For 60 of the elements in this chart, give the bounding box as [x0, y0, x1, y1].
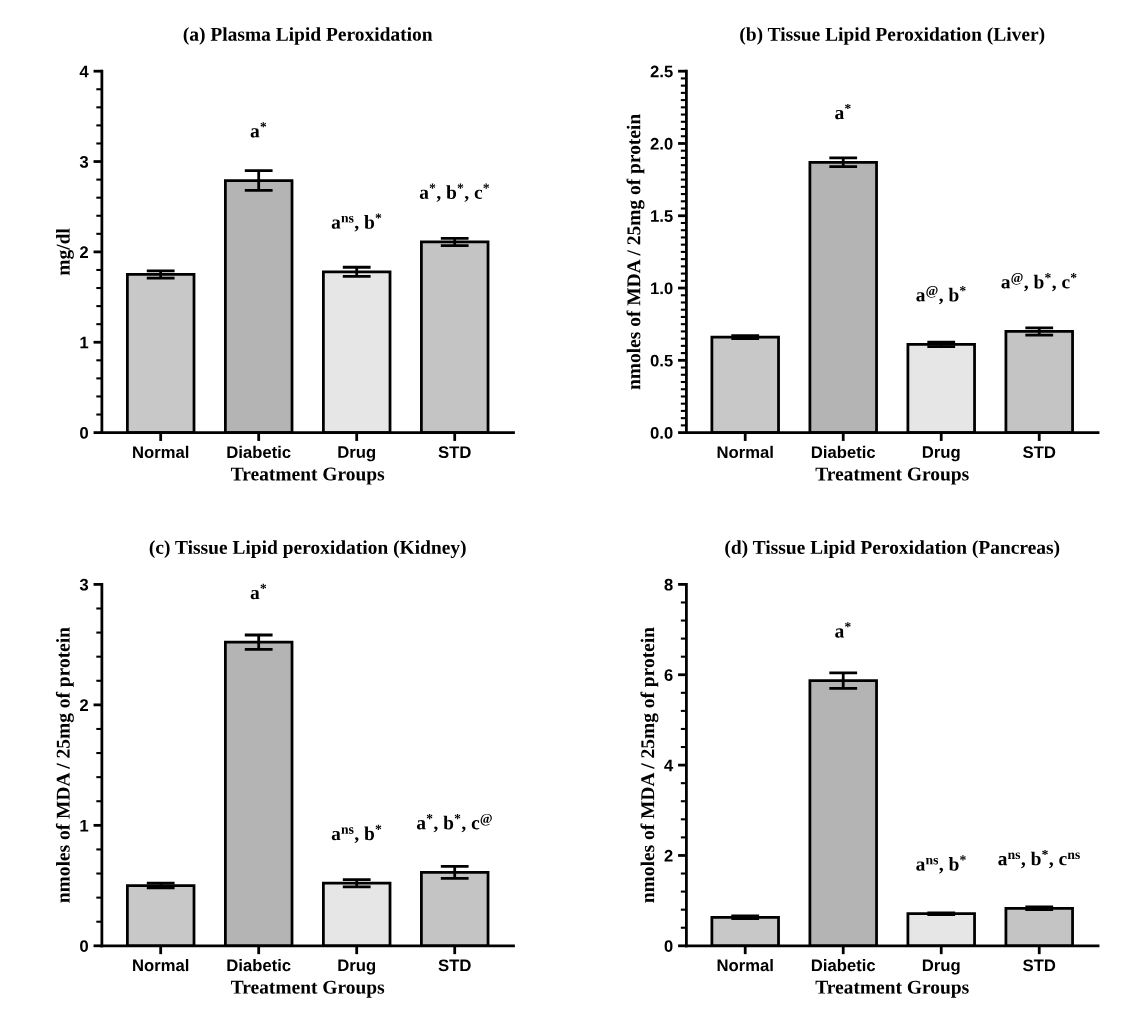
- chart-title: (b) Tissue Lipid Peroxidation (Liver): [740, 27, 1045, 45]
- x-tick-label: Normal: [717, 959, 773, 972]
- x-tick-label: STD: [438, 446, 471, 459]
- x-tick-label: Drug: [338, 959, 376, 975]
- x-tick-label: Diabetic: [227, 959, 291, 972]
- y-tick-label: 2.5: [650, 65, 673, 78]
- annotation: a$^{*}$: [835, 622, 851, 638]
- chart-title: (c) Tissue Lipid peroxidation (Kidney): [149, 540, 466, 559]
- x-axis-title: Treatment Groups: [815, 467, 969, 485]
- y-tick-label: 0: [80, 427, 88, 439]
- x-axis-title: Treatment Groups: [231, 980, 385, 998]
- x-tick-label: Drug: [922, 959, 960, 975]
- x-tick-label: STD: [1023, 446, 1056, 459]
- x-tick-label: Normal: [133, 959, 189, 972]
- annotation: a$^{*}$, b$^{*}$, c$^{@}$: [416, 813, 492, 833]
- x-tick-label: Normal: [133, 445, 189, 459]
- y-tick-label: 2.0: [650, 137, 673, 150]
- x-axis-title: Treatment Groups: [815, 980, 969, 998]
- x-tick-label: Diabetic: [811, 959, 876, 972]
- y-axis-title: nmoles of MDA / 25mg of protein: [55, 627, 74, 903]
- chart-title: (d) Tissue Lipid Peroxidation (Pancreas): [725, 540, 1060, 558]
- annotation: a$^{ns}$, b$^{*}$: [916, 855, 966, 874]
- y-tick-label: 1: [80, 819, 89, 832]
- y-tick-label: 0: [80, 940, 88, 953]
- y-axis-title: nmoles of MDA / 25mg of protein: [626, 114, 645, 390]
- annotation: a$^{@}$, b$^{*}$, c$^{*}$: [1001, 273, 1077, 292]
- x-axis-title: Treatment Groups: [231, 467, 385, 485]
- y-tick-label: 0.5: [650, 354, 673, 367]
- y-tick-label: 4: [79, 65, 89, 78]
- y-tick-label: 1: [80, 336, 89, 349]
- x-tick-label: Drug: [922, 446, 960, 462]
- annotation: a$^{@}$, b$^{*}$: [916, 286, 966, 305]
- y-tick-label: 8: [664, 578, 673, 591]
- y-axis-title: mg/dl: [56, 228, 74, 276]
- y-tick-label: 3: [79, 155, 89, 168]
- y-tick-label: 3: [79, 578, 89, 591]
- annotation: a$^{ns}$, b$^{*}$: [331, 213, 382, 232]
- y-tick-label: 2: [80, 246, 89, 258]
- y-tick-label: 4: [664, 759, 674, 772]
- annotation: a$^{*}$: [835, 103, 851, 120]
- annotation: a$^{*}$: [250, 583, 267, 600]
- x-tick-label: Diabetic: [227, 445, 291, 459]
- annotation: a$^{*}$: [250, 122, 267, 138]
- annotation: a$^{*}$, b$^{*}$, c$^{*}$: [419, 183, 490, 202]
- x-tick-label: STD: [1023, 959, 1056, 972]
- y-tick-label: 1.5: [651, 210, 673, 222]
- annotation: a$^{ns}$, b$^{*}$, c$^{ns}$: [998, 849, 1080, 869]
- y-tick-label: 1.0: [651, 282, 673, 295]
- y-tick-label: 2: [664, 849, 673, 862]
- x-tick-label: Drug: [338, 446, 376, 462]
- y-tick-label: 0: [664, 940, 673, 953]
- x-tick-label: Normal: [717, 445, 773, 459]
- annotation: a$^{ns}$, b$^{*}$: [331, 824, 382, 844]
- y-tick-label: 2: [80, 699, 89, 711]
- x-tick-label: Diabetic: [811, 445, 876, 459]
- y-axis-title: nmoles of MDA / 25mg of protein: [640, 627, 659, 903]
- chart-title: (a) Plasma Lipid Peroxidation: [183, 27, 433, 45]
- x-tick-label: STD: [438, 959, 471, 972]
- y-tick-label: 6: [664, 669, 673, 681]
- y-tick-label: 0.0: [650, 427, 673, 439]
